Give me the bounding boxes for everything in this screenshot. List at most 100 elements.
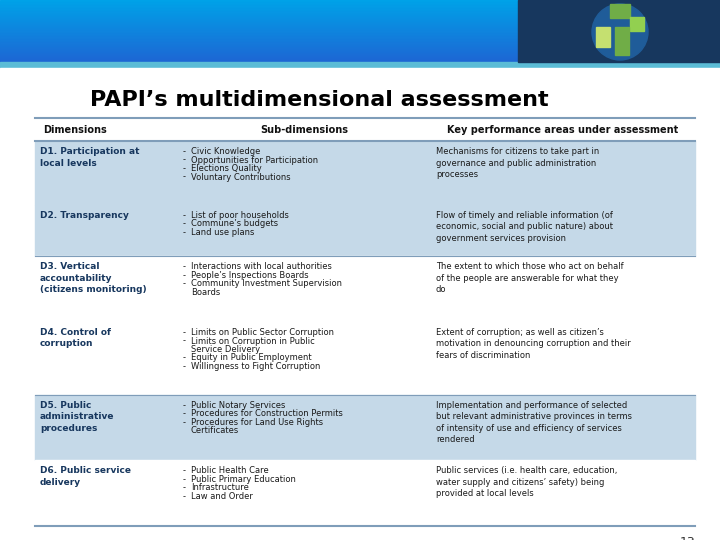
Bar [0,16,562,17]
Text: Civic Knowledge: Civic Knowledge [191,147,260,156]
Text: -: - [183,228,186,237]
Bar [0,48,562,50]
Text: -: - [183,219,186,228]
Bar [0,11,562,13]
Text: -: - [183,271,186,280]
Bar [0,18,562,21]
Text: 13: 13 [679,536,695,540]
Bar [0,39,562,41]
Text: Public Primary Education: Public Primary Education [191,475,296,484]
Bar [35,205,695,256]
Bar [0,37,562,39]
Bar [35,141,695,205]
Bar [0,31,562,33]
Text: Procedures for Land Use Rights: Procedures for Land Use Rights [191,418,323,427]
Text: Opportunities for Participation: Opportunities for Participation [191,156,318,165]
Text: -: - [183,409,186,418]
Bar [35,461,695,526]
Bar [0,14,562,16]
Bar [0,46,562,49]
Text: D4. Control of
corruption: D4. Control of corruption [40,328,111,348]
Text: Willingness to Fight Corruption: Willingness to Fight Corruption [191,362,320,371]
Text: Equity in Public Employment: Equity in Public Employment [191,354,312,362]
Text: Certificates: Certificates [191,426,239,435]
Bar [0,3,562,5]
Text: -: - [183,467,186,475]
Text: D3. Vertical
accountability
(citizens monitoring): D3. Vertical accountability (citizens mo… [40,262,147,294]
Text: -: - [183,173,186,181]
Bar [0,60,562,63]
Bar [35,322,695,395]
Text: Voluntary Contributions: Voluntary Contributions [191,173,291,181]
Bar [0,59,562,61]
Text: Elections Quality: Elections Quality [191,164,261,173]
Bar [0,30,562,31]
Text: -: - [183,418,186,427]
Bar [0,17,562,19]
Text: Boards: Boards [191,288,220,297]
Text: PAPI’s multidimensional assessment: PAPI’s multidimensional assessment [90,90,549,110]
Bar [0,56,562,58]
Text: Public Health Care: Public Health Care [191,467,269,475]
Bar [0,40,562,42]
Bar [0,36,562,38]
Bar [0,0,562,2]
Bar [0,20,562,22]
Bar [0,8,562,10]
Text: Flow of timely and reliable information (of
economic, social and public nature) : Flow of timely and reliable information … [436,211,613,243]
Text: Community Investment Supervision: Community Investment Supervision [191,279,342,288]
Text: Commune’s budgets: Commune’s budgets [191,219,278,228]
Bar [0,23,562,25]
Bar [0,22,562,24]
Bar [0,2,562,4]
Bar [0,28,562,30]
Bar [0,54,562,56]
Text: Land use plans: Land use plans [191,228,254,237]
Text: Public services (i.e. health care, education,
water supply and citizens’ safety): Public services (i.e. health care, educa… [436,467,617,498]
Text: -: - [183,211,186,220]
Bar [615,27,629,55]
Text: People’s Inspections Boards: People’s Inspections Boards [191,271,309,280]
Bar [0,12,562,15]
Text: List of poor households: List of poor households [191,211,289,220]
Text: Interactions with local authorities: Interactions with local authorities [191,262,332,272]
Text: The extent to which those who act on behalf
of the people are answerable for wha: The extent to which those who act on beh… [436,262,624,294]
Text: Service Delivery: Service Delivery [191,345,260,354]
Bar [35,395,695,461]
Text: -: - [183,475,186,484]
Bar [0,45,562,47]
Text: -: - [183,492,186,501]
Bar [0,62,720,68]
Bar [0,51,562,53]
Text: Limits on Public Sector Corruption: Limits on Public Sector Corruption [191,328,334,337]
Text: Extent of corruption; as well as citizen’s
motivation in denouncing corruption a: Extent of corruption; as well as citizen… [436,328,631,360]
Text: D2. Transparency: D2. Transparency [40,211,129,220]
Text: D6. Public service
delivery: D6. Public service delivery [40,467,131,487]
Text: -: - [183,328,186,337]
Text: -: - [183,279,186,288]
Text: Public Notary Services: Public Notary Services [191,401,285,410]
Text: Mechanisms for citizens to take part in
governance and public administration
pro: Mechanisms for citizens to take part in … [436,147,599,179]
Bar [596,27,610,47]
Text: -: - [183,483,186,492]
Bar [0,34,562,36]
Text: Dimensions: Dimensions [43,125,107,134]
Bar [518,0,720,62]
Text: -: - [183,156,186,165]
Bar [0,53,562,55]
Text: Implementation and performance of selected
but relevant administrative provinces: Implementation and performance of select… [436,401,632,444]
Bar [35,118,695,141]
Text: D1. Participation at
local levels: D1. Participation at local levels [40,147,140,167]
Bar [0,9,562,11]
Bar [0,68,720,540]
Bar [0,5,562,6]
Bar [0,42,562,44]
Text: -: - [183,164,186,173]
Bar [630,17,644,31]
Bar [0,25,562,27]
Text: Limits on Corruption in Public: Limits on Corruption in Public [191,336,315,346]
Bar [0,43,562,45]
Bar [610,4,630,18]
Text: Key performance areas under assessment: Key performance areas under assessment [447,125,679,134]
Text: -: - [183,401,186,410]
